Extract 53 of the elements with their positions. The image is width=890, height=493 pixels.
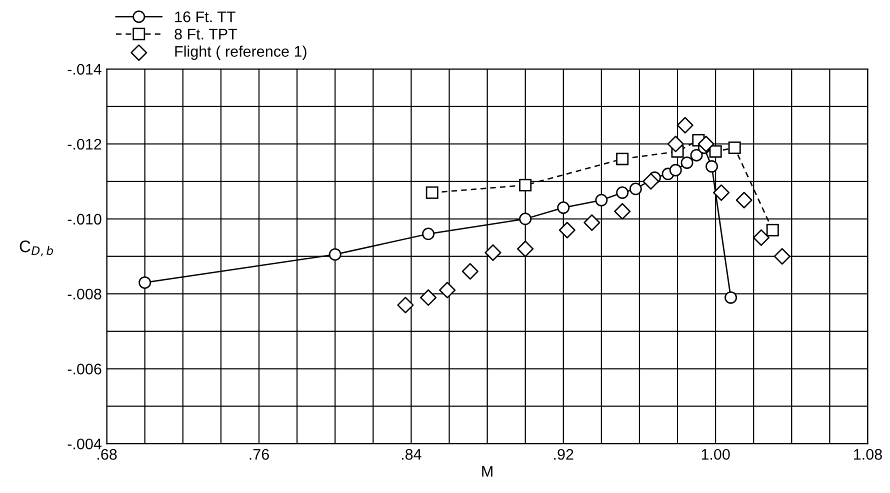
point — [517, 240, 534, 258]
x-tick-label: 1.08 — [854, 448, 882, 460]
point — [462, 263, 478, 280]
point — [712, 184, 730, 201]
y-tick-label: -.008 — [68, 288, 102, 300]
point — [709, 145, 722, 158]
point — [558, 222, 576, 238]
point — [728, 141, 741, 154]
point — [422, 228, 435, 240]
point — [724, 291, 738, 304]
y-tick-label: -.006 — [68, 364, 102, 374]
point — [667, 136, 684, 152]
x-tick-label: 1.00 — [702, 448, 730, 460]
point — [676, 116, 694, 134]
y-axis-title: C$_{D,b}$ — [20, 240, 53, 256]
point — [557, 201, 570, 214]
point — [397, 296, 414, 314]
point — [426, 186, 438, 199]
point — [328, 248, 342, 261]
point — [766, 224, 779, 236]
point — [774, 248, 790, 265]
point — [614, 203, 631, 220]
point — [420, 289, 437, 306]
point — [584, 214, 600, 231]
point — [595, 194, 608, 206]
point — [752, 229, 770, 246]
x-tick-label: .92 — [554, 448, 574, 460]
x-axis-title: M — [482, 466, 492, 477]
point — [138, 276, 152, 289]
point — [629, 182, 642, 196]
point — [706, 160, 718, 173]
point — [669, 164, 682, 176]
point — [642, 173, 660, 190]
point — [698, 136, 714, 152]
legend-label: 16 Ft. TT — [175, 11, 236, 22]
legend-label: 8 Ft. TPT — [174, 28, 238, 40]
point — [736, 192, 752, 208]
point — [680, 156, 694, 169]
point — [519, 212, 532, 226]
x-tick-label: .76 — [250, 448, 269, 460]
point — [616, 186, 629, 199]
x-tick-label: .84 — [402, 448, 422, 460]
x-tick-label: .68 — [98, 448, 117, 460]
point — [690, 148, 703, 162]
y-tick-label: -.010 — [68, 214, 102, 225]
legend-label: Flight ( reference 1) — [175, 46, 306, 60]
point — [439, 282, 456, 298]
point — [484, 244, 502, 261]
y-tick-label: -.012 — [68, 138, 102, 150]
point — [519, 178, 532, 192]
y-tick-label: -.014 — [68, 64, 102, 75]
point — [616, 152, 629, 166]
y-tick-label: -.004 — [68, 438, 102, 450]
